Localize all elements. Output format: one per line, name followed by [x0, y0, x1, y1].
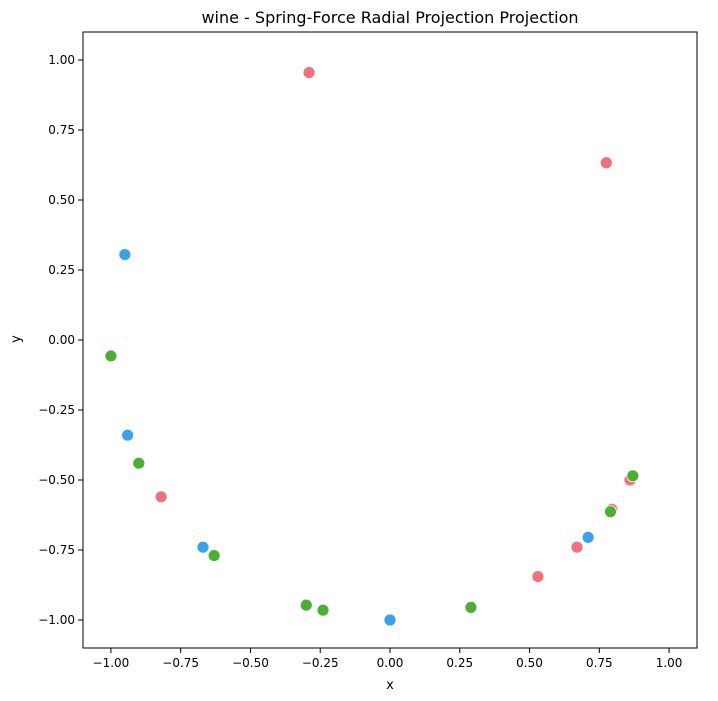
y-tick-label: −0.25 [38, 403, 75, 417]
x-tick-label: 0.75 [586, 656, 613, 670]
x-tick-label: −0.75 [162, 656, 199, 670]
y-tick-label: 0.00 [48, 333, 75, 347]
chart-title: wine - Spring-Force Radial Projection Pr… [201, 8, 578, 27]
x-tick-label: 1.00 [656, 656, 683, 670]
data-point [626, 469, 640, 483]
x-tick-label: 0.50 [516, 656, 543, 670]
data-point [196, 540, 210, 554]
y-tick-label: 1.00 [48, 53, 75, 67]
plot-frame [82, 31, 698, 649]
x-tick-label: −0.25 [302, 656, 339, 670]
data-point [604, 505, 617, 519]
y-tick-label: −0.50 [38, 473, 75, 487]
x-tick-label: −1.00 [93, 656, 130, 670]
data-point [207, 549, 221, 562]
data-point [132, 456, 146, 470]
data-point [154, 490, 168, 504]
data-point [118, 248, 132, 262]
x-tick-label: 0.00 [377, 656, 404, 670]
data-point [599, 156, 613, 170]
y-axis-label: y [9, 335, 24, 343]
data-point [104, 349, 118, 363]
data-point [531, 570, 545, 583]
data-point [121, 428, 135, 442]
data-point [581, 531, 595, 544]
y-tick-label: −0.75 [38, 543, 75, 557]
y-tick-label: 0.50 [48, 193, 75, 207]
data-point [299, 598, 313, 612]
data-point [383, 613, 397, 627]
x-tick-label: −0.50 [232, 656, 269, 670]
y-tick-label: 0.25 [48, 263, 75, 277]
x-tick-label: 0.25 [446, 656, 473, 670]
y-tick-label: −1.00 [38, 613, 75, 627]
data-point [302, 66, 316, 79]
data-point [316, 603, 330, 617]
plot-area: −1.00 −0.75 −0.50 −0.25 0.00 0.25 0.50 0.75 1.00… [38, 31, 698, 670]
data-point [464, 601, 478, 614]
data-point [570, 540, 584, 554]
y-tick-label: 0.75 [48, 123, 75, 137]
x-axis-label: x [386, 678, 394, 693]
